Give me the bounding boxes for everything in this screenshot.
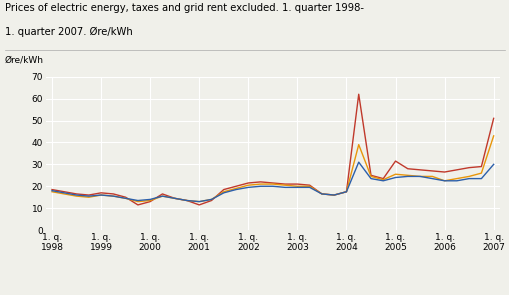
Text: Øre/kWh: Øre/kWh: [5, 55, 44, 64]
Text: 1. quarter 2007. Øre/kWh: 1. quarter 2007. Øre/kWh: [5, 27, 132, 37]
Legend: Households, Services, Manufacturing excl. energy-intensive
manufacturing and pul: Households, Services, Manufacturing excl…: [50, 293, 426, 295]
Text: Prices of electric energy, taxes and grid rent excluded. 1. quarter 1998-: Prices of electric energy, taxes and gri…: [5, 3, 363, 13]
